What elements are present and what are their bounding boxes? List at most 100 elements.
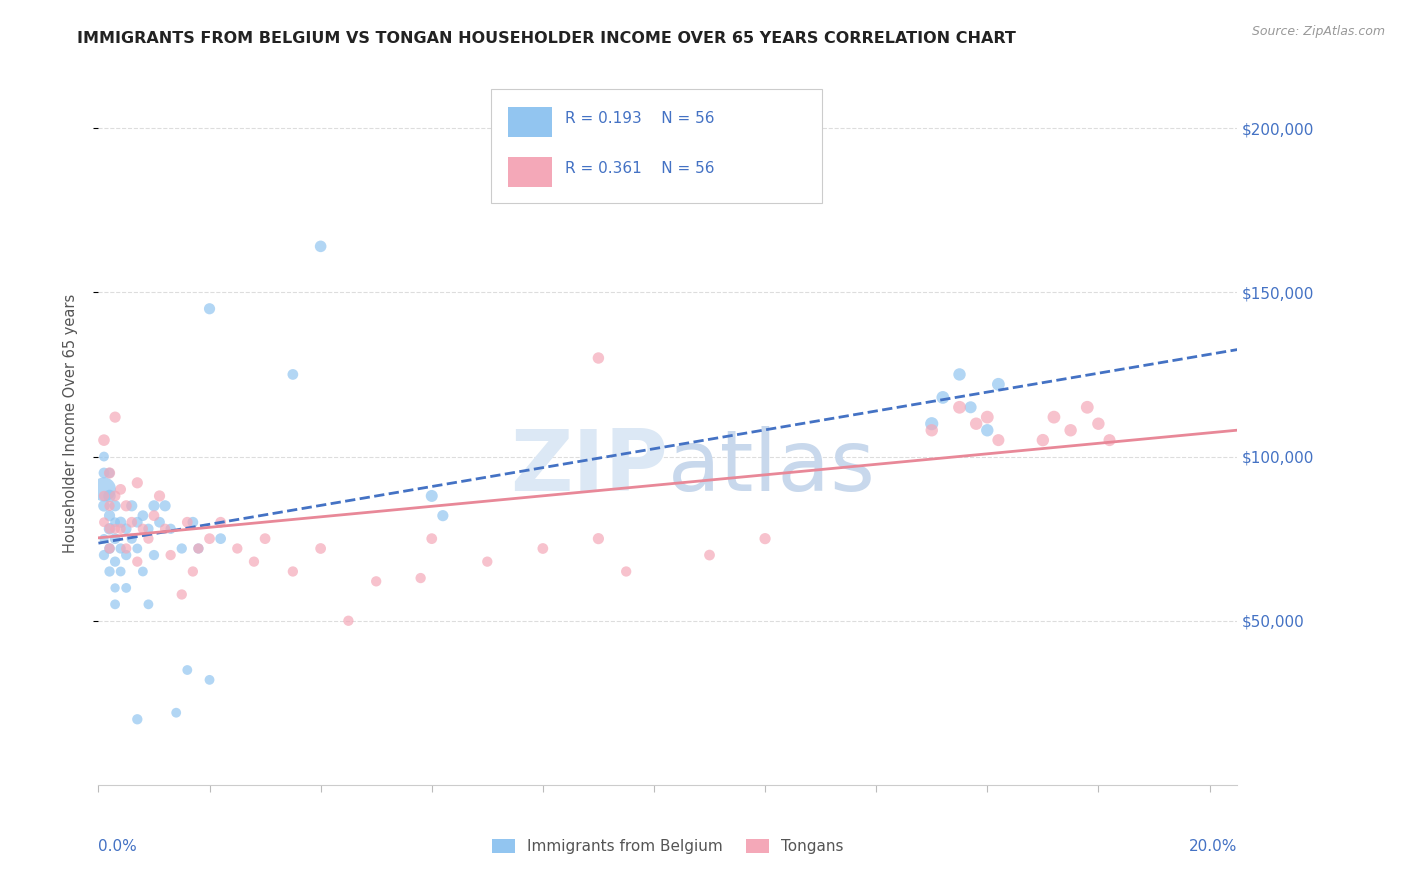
Point bbox=[198, 301, 221, 316]
Point bbox=[209, 532, 232, 546]
Point bbox=[110, 522, 132, 536]
Point bbox=[104, 515, 127, 529]
Point bbox=[170, 587, 193, 601]
Point bbox=[132, 565, 155, 579]
Point bbox=[921, 423, 943, 437]
Point bbox=[148, 489, 170, 503]
Point bbox=[98, 466, 121, 480]
Point bbox=[614, 565, 637, 579]
Point bbox=[153, 499, 176, 513]
Point bbox=[187, 541, 209, 556]
Point bbox=[959, 401, 981, 415]
Point bbox=[243, 555, 266, 569]
FancyBboxPatch shape bbox=[491, 89, 821, 203]
Point bbox=[115, 548, 138, 562]
Point bbox=[1032, 433, 1054, 447]
Point bbox=[104, 410, 127, 425]
Point bbox=[165, 706, 187, 720]
Text: Source: ZipAtlas.com: Source: ZipAtlas.com bbox=[1251, 25, 1385, 38]
FancyBboxPatch shape bbox=[509, 157, 551, 187]
Point bbox=[138, 532, 160, 546]
Point bbox=[98, 466, 121, 480]
Point bbox=[1076, 401, 1098, 415]
Point bbox=[104, 581, 127, 595]
Point bbox=[987, 377, 1010, 392]
Legend: Immigrants from Belgium, Tongans: Immigrants from Belgium, Tongans bbox=[486, 833, 849, 861]
Point bbox=[93, 548, 115, 562]
Point bbox=[965, 417, 987, 431]
Point bbox=[93, 499, 115, 513]
Point bbox=[921, 417, 943, 431]
Point bbox=[127, 555, 149, 569]
Point bbox=[115, 499, 138, 513]
Point bbox=[187, 541, 209, 556]
Text: R = 0.193    N = 56: R = 0.193 N = 56 bbox=[565, 111, 714, 126]
Point bbox=[588, 532, 610, 546]
Point bbox=[209, 515, 232, 529]
Point bbox=[1087, 417, 1109, 431]
Point bbox=[98, 541, 121, 556]
Point bbox=[159, 548, 181, 562]
Point bbox=[181, 565, 204, 579]
Point bbox=[110, 565, 132, 579]
Point bbox=[153, 522, 176, 536]
Point bbox=[366, 574, 388, 589]
Point bbox=[432, 508, 454, 523]
Point bbox=[932, 391, 955, 405]
Point bbox=[143, 499, 166, 513]
Point bbox=[104, 522, 127, 536]
Point bbox=[93, 433, 115, 447]
Point bbox=[1098, 433, 1121, 447]
Point bbox=[132, 522, 155, 536]
Point bbox=[93, 450, 115, 464]
Point bbox=[98, 489, 121, 503]
Point bbox=[98, 499, 121, 513]
Point bbox=[409, 571, 432, 585]
Point bbox=[121, 499, 143, 513]
Point bbox=[148, 515, 170, 529]
Point bbox=[143, 508, 166, 523]
Point bbox=[588, 351, 610, 365]
Point bbox=[98, 565, 121, 579]
Point bbox=[115, 541, 138, 556]
Point bbox=[254, 532, 277, 546]
FancyBboxPatch shape bbox=[509, 106, 551, 136]
Point bbox=[104, 598, 127, 612]
Point bbox=[309, 239, 332, 253]
Point bbox=[420, 489, 443, 503]
Point bbox=[226, 541, 249, 556]
Point bbox=[132, 508, 155, 523]
Point bbox=[987, 433, 1010, 447]
Point bbox=[93, 466, 115, 480]
Text: 0.0%: 0.0% bbox=[98, 839, 138, 855]
Point bbox=[115, 522, 138, 536]
Point bbox=[110, 541, 132, 556]
Point bbox=[127, 475, 149, 490]
Point bbox=[281, 565, 304, 579]
Point bbox=[198, 532, 221, 546]
Point bbox=[104, 489, 127, 503]
Point bbox=[98, 522, 121, 536]
Point bbox=[1059, 423, 1081, 437]
Point bbox=[110, 483, 132, 497]
Point bbox=[531, 541, 554, 556]
Point bbox=[170, 541, 193, 556]
Point bbox=[976, 410, 998, 425]
Point bbox=[138, 598, 160, 612]
Point bbox=[337, 614, 360, 628]
Point bbox=[176, 515, 198, 529]
Point bbox=[699, 548, 721, 562]
Point bbox=[948, 368, 970, 382]
Point bbox=[159, 522, 181, 536]
Point bbox=[281, 368, 304, 382]
Point bbox=[93, 515, 115, 529]
Point bbox=[948, 401, 970, 415]
Point bbox=[104, 499, 127, 513]
Point bbox=[754, 532, 776, 546]
Point bbox=[110, 515, 132, 529]
Point bbox=[115, 581, 138, 595]
Y-axis label: Householder Income Over 65 years: Householder Income Over 65 years bbox=[63, 294, 77, 553]
Text: atlas: atlas bbox=[668, 425, 876, 508]
Point bbox=[138, 522, 160, 536]
Point bbox=[93, 483, 115, 497]
